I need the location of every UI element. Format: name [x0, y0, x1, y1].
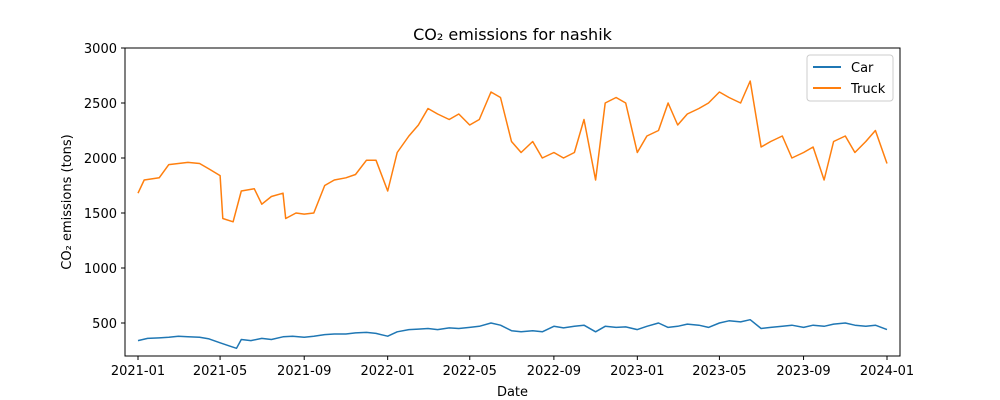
y-tick-label: 1500 — [84, 207, 117, 222]
y-tick-label: 2500 — [84, 97, 117, 112]
y-tick-label: 3000 — [84, 42, 117, 57]
x-tick-label: 2022-09 — [527, 364, 581, 379]
x-tick-label: 2024-01 — [860, 364, 914, 379]
x-tick-label: 2021-09 — [277, 364, 331, 379]
x-tick-label: 2022-01 — [361, 364, 415, 379]
x-tick-label: 2021-05 — [193, 364, 247, 379]
plot-background — [125, 48, 900, 356]
chart-title: CO₂ emissions for nashik — [413, 25, 613, 44]
y-axis-label: CO₂ emissions (tons) — [60, 134, 75, 269]
y-tick-label: 2000 — [84, 152, 117, 167]
legend-label-car: Car — [851, 61, 874, 76]
x-axis-label: Date — [497, 385, 528, 400]
x-tick-label: 2023-09 — [776, 364, 830, 379]
plot-frame — [124, 47, 901, 357]
x-tick-label: 2021-01 — [111, 364, 165, 379]
series-layer — [137, 80, 888, 350]
x-tick-label: 2023-05 — [692, 364, 746, 379]
y-tick-label: 500 — [92, 317, 117, 332]
plot-area — [125, 48, 900, 356]
x-tick-label: 2023-01 — [610, 364, 664, 379]
axes-layer: 2021-01 2021-05 2021-09 2022-01 2022-05 2022-… — [84, 42, 914, 379]
y-tick-label: 1000 — [84, 262, 117, 277]
x-tick-label: 2022-05 — [443, 364, 497, 379]
legend: Car Truck — [806, 54, 894, 102]
series-line-truck — [137, 80, 888, 223]
legend-label-truck: Truck — [850, 82, 886, 97]
series-line-car — [137, 318, 888, 350]
